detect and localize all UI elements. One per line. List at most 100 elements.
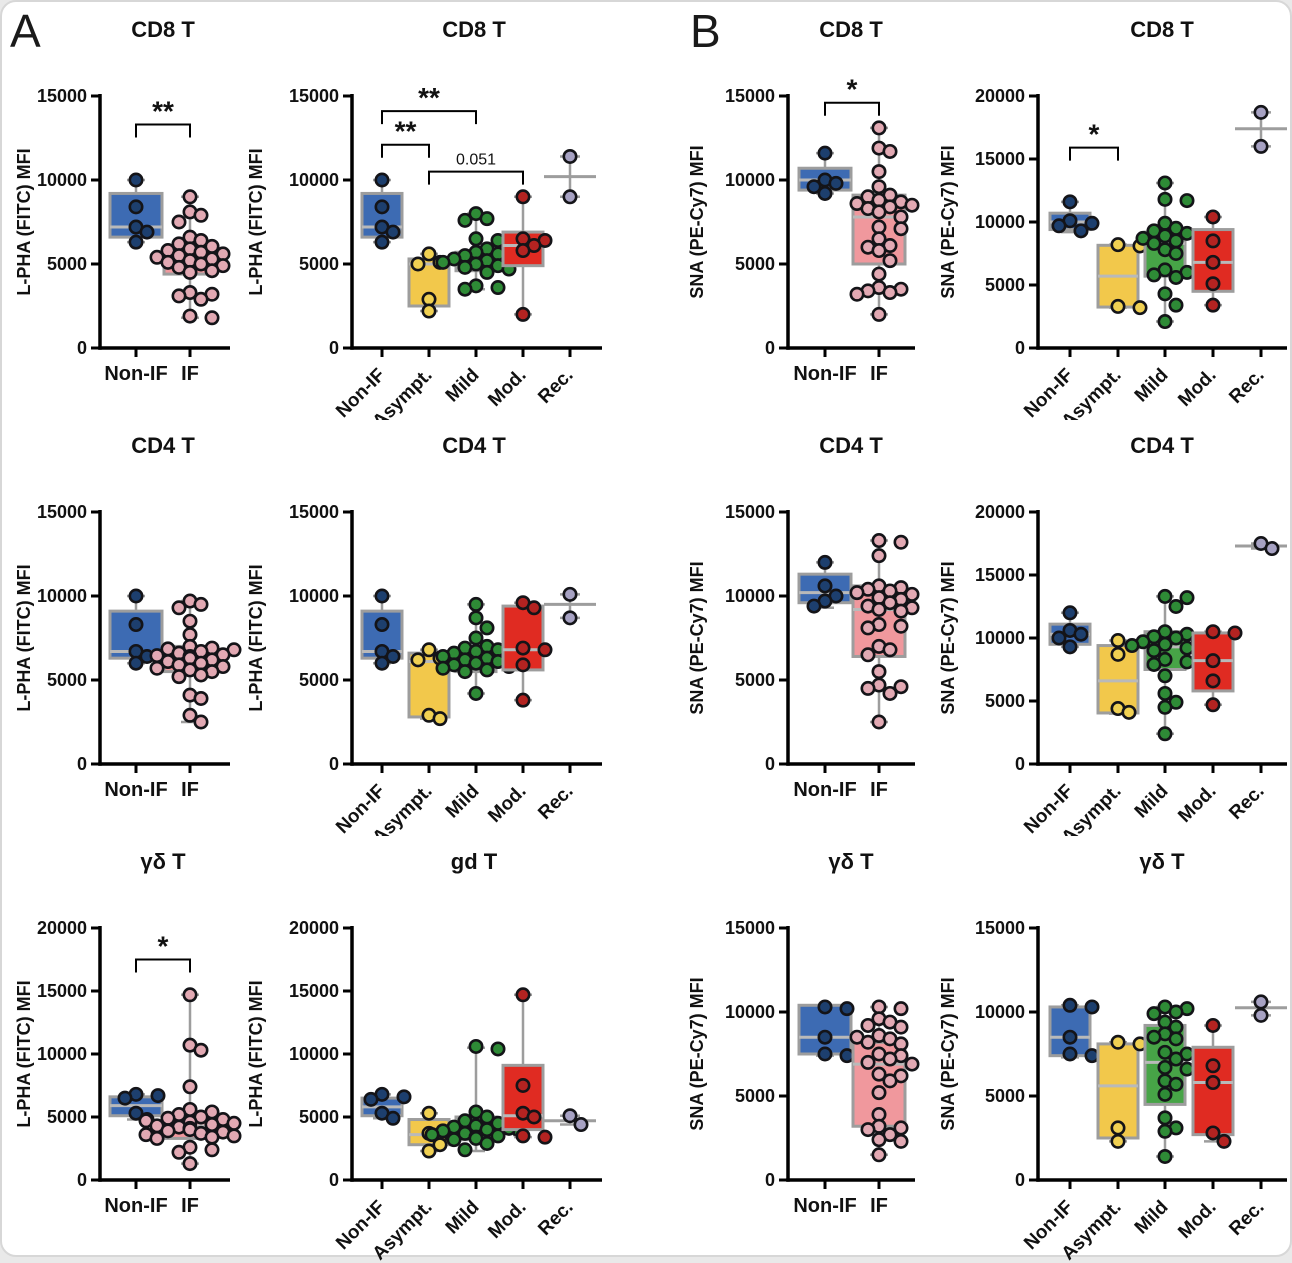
significance-label: * <box>1089 119 1100 150</box>
data-point-mild <box>479 264 495 280</box>
data-point-rec <box>562 189 578 205</box>
data-point-asympt <box>410 652 426 668</box>
x-tick-label: Mod. <box>1174 365 1220 411</box>
data-point-if <box>871 243 887 259</box>
y-tick-label: 0 <box>329 754 339 774</box>
data-point-mod <box>515 692 531 708</box>
data-point-if <box>871 1132 887 1148</box>
data-point-nonif <box>1051 218 1067 234</box>
data-point-mod <box>1205 1075 1221 1091</box>
data-point-asympt <box>1110 1133 1126 1149</box>
data-point-mild <box>1168 1004 1184 1020</box>
data-point-nonif <box>128 199 144 215</box>
data-point-mild <box>1179 590 1195 606</box>
data-point-mild <box>1157 1110 1173 1126</box>
data-point-mild <box>1168 246 1184 262</box>
data-point-nonif <box>150 1088 166 1104</box>
data-point-mild <box>1157 1059 1173 1075</box>
data-point-nonif <box>117 1090 133 1106</box>
y-tick-label: 5000 <box>299 254 339 274</box>
data-point-if <box>204 1129 220 1145</box>
data-point-if <box>893 618 909 634</box>
data-point-if <box>893 679 909 695</box>
data-point-mod <box>1205 209 1221 225</box>
data-point-mild <box>1146 267 1162 283</box>
x-tick-label: Non-IF <box>104 779 167 801</box>
data-point-if <box>893 1019 909 1035</box>
data-point-mod <box>1205 233 1221 249</box>
y-tick-label: 10000 <box>289 586 339 606</box>
data-point-if <box>882 285 898 301</box>
y-tick-label: 5000 <box>47 254 87 274</box>
y-tick-label: 15000 <box>975 918 1025 938</box>
data-point-mod <box>515 657 531 673</box>
chart-svg-a-gdt-2group: γδ T L-PHA (FITC) MFI 0 5000 10000 15000 20000… <box>14 849 242 1217</box>
panel-label-b: B <box>690 5 721 57</box>
chart-svg-b-cd8t-5group: CD8 T SNA (PE-Cy7) MFI 0 5000 10000 15000 2000… <box>938 17 1287 433</box>
data-point-nonif <box>1062 997 1078 1013</box>
data-point-mild <box>1157 668 1173 684</box>
x-tick-label: Mild <box>1131 781 1173 823</box>
data-point-rec <box>562 148 578 164</box>
data-point-nonif <box>374 234 390 250</box>
data-point-if <box>871 306 887 322</box>
data-point-if <box>871 1147 887 1163</box>
data-point-mild <box>1168 269 1184 285</box>
y-tick-label: 15000 <box>975 149 1025 169</box>
data-point-if <box>182 1156 198 1172</box>
significance-label: * <box>847 74 858 105</box>
data-point-if <box>882 642 898 658</box>
data-point-nonif <box>128 655 144 671</box>
data-point-if <box>193 207 209 223</box>
data-point-mild <box>479 1122 495 1138</box>
x-tick-label: IF <box>870 779 888 801</box>
data-point-nonif <box>1062 1029 1078 1045</box>
x-tick-label: Mod. <box>484 781 530 827</box>
chart-title: gd T <box>451 849 498 874</box>
x-tick-label: Rec. <box>1225 781 1268 824</box>
data-point-mild <box>1146 1006 1162 1022</box>
y-tick-label: 5000 <box>47 670 87 690</box>
y-tick-label: 5000 <box>299 670 339 690</box>
plot-b-cd8t-2group: CD8 T SNA (PE-Cy7) MFI 0 5000 10000 15000 Non-… <box>655 4 940 420</box>
data-point-asympt <box>432 1137 448 1153</box>
data-point-asympt <box>1110 1034 1126 1050</box>
chart-title: γδ T <box>828 849 874 874</box>
chart-svg-b-gdt-2group: γδ T SNA (PE-Cy7) MFI 0 5000 10000 15000 Non-I… <box>687 849 920 1217</box>
data-point-nonif <box>139 224 155 240</box>
y-tick-label: 10000 <box>37 586 87 606</box>
data-point-mild <box>1157 286 1173 302</box>
y-tick-label: 0 <box>765 338 775 358</box>
data-point-if <box>849 286 865 302</box>
data-point-rec <box>573 1117 589 1133</box>
significance-label: ** <box>418 82 440 113</box>
data-point-mild <box>1157 1044 1173 1060</box>
data-point-if <box>160 1123 176 1139</box>
y-tick-label: 0 <box>329 1170 339 1190</box>
data-point-if <box>149 660 165 676</box>
y-tick-label: 20000 <box>975 502 1025 522</box>
y-tick-label: 10000 <box>725 170 775 190</box>
data-point-nonif <box>817 554 833 570</box>
y-tick-label: 15000 <box>289 502 339 522</box>
data-point-if <box>871 179 887 195</box>
data-point-mild <box>479 211 495 227</box>
data-point-nonif <box>374 588 390 604</box>
data-point-nonif <box>374 172 390 188</box>
x-tick-label: Mod. <box>484 365 530 411</box>
plot-b-gdt-5group: γδ T SNA (PE-Cy7) MFI 0 5000 10000 15000 Non-I… <box>938 836 1292 1263</box>
data-point-nonif <box>1062 1046 1078 1062</box>
y-tick-label: 20000 <box>37 918 87 938</box>
x-tick-label: Mod. <box>1174 1197 1220 1243</box>
data-point-nonif <box>1084 1048 1100 1064</box>
data-point-if <box>204 263 220 279</box>
significance-label: 0.051 <box>456 152 496 169</box>
data-point-mod <box>1205 297 1221 313</box>
data-point-mild <box>1157 191 1173 207</box>
data-point-nonif <box>1062 639 1078 655</box>
chart-svg-a-cd4t-2group: CD4 T L-PHA (FITC) MFI 0 5000 10000 15000 Non-… <box>14 433 242 801</box>
data-point-mild <box>490 280 506 296</box>
data-point-mod <box>1205 254 1221 270</box>
data-point-mod <box>515 1128 531 1144</box>
data-point-mild <box>1168 630 1184 646</box>
